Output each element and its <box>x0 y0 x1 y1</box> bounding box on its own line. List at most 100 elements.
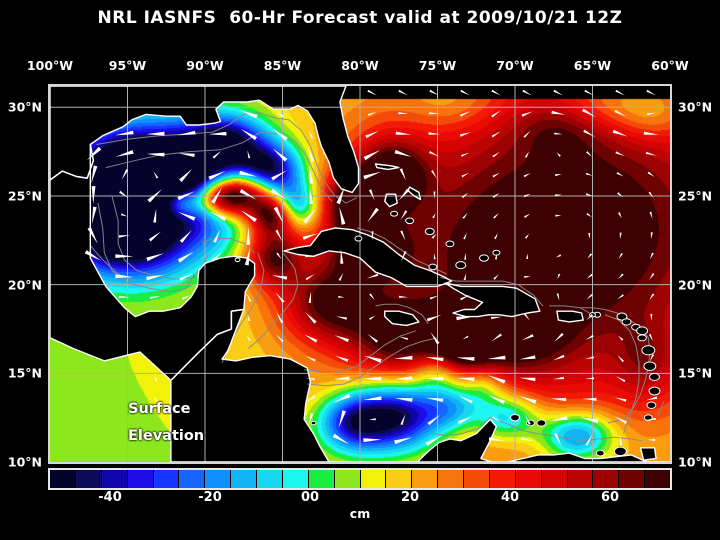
current-vector-61 <box>208 171 226 180</box>
current-vector-220 <box>456 377 475 382</box>
current-vector-15 <box>459 111 471 117</box>
lat-tick-3: 15°N <box>7 365 42 381</box>
lat-tick-2: 20°N <box>7 277 42 293</box>
current-vector-208 <box>487 355 506 360</box>
current-vector-9 <box>646 89 656 96</box>
current-vector-89 <box>523 193 531 198</box>
lon-tick-7: 65°W <box>573 58 612 73</box>
current-vector-197 <box>521 334 534 341</box>
colorbar-swatches <box>50 470 670 488</box>
current-vector-57 <box>91 165 98 184</box>
lon-tick-1: 95°W <box>108 58 147 73</box>
island-15 <box>510 413 520 422</box>
current-vector-207 <box>456 357 475 361</box>
current-vector-250 <box>646 417 657 420</box>
current-vector-71 <box>555 174 562 177</box>
current-vector-210 <box>552 354 565 361</box>
current-vector-151 <box>271 275 288 280</box>
colorbar-cell-0 <box>50 470 76 488</box>
current-vector-39 <box>86 146 102 161</box>
current-vector-66 <box>399 168 406 181</box>
current-vector-154 <box>366 273 379 279</box>
current-vector-150 <box>179 273 193 281</box>
current-vector-158 <box>557 273 561 280</box>
colorbar-cell-12 <box>360 470 387 488</box>
island-19 <box>234 257 241 263</box>
current-vector-22 <box>115 130 134 136</box>
current-vector-245 <box>491 416 501 422</box>
bathy-contour-14 <box>549 305 590 314</box>
bathy-contour-2 <box>111 195 209 280</box>
current-vector-200 <box>618 335 624 341</box>
current-vector-112 <box>649 211 653 219</box>
current-vector-240 <box>338 410 346 428</box>
current-vector-64 <box>309 165 314 184</box>
current-vector-205 <box>394 355 413 360</box>
colorbar-cell-18 <box>515 470 542 488</box>
colorbar-cell-21 <box>593 470 620 488</box>
current-vector-126 <box>524 233 530 239</box>
island-24 <box>445 240 455 248</box>
current-vector-85 <box>398 188 410 201</box>
current-vector-186 <box>586 314 594 321</box>
current-vector-212 <box>617 355 624 363</box>
colorbar-cell-3 <box>127 470 154 488</box>
map-overlays <box>50 86 670 462</box>
lat-tick-2: 20°N <box>678 277 713 293</box>
current-vector-119 <box>275 229 283 242</box>
bathy-contour-12 <box>440 277 544 307</box>
current-vector-141 <box>464 252 467 260</box>
current-vector-139 <box>401 251 407 262</box>
colorbar-cell-4 <box>153 470 180 488</box>
island-12 <box>595 449 605 457</box>
current-vector-223 <box>553 376 564 380</box>
current-vector-242 <box>400 414 406 425</box>
current-vector-101 <box>303 208 317 224</box>
colorbar-cell-13 <box>386 470 413 488</box>
map-plot-area[interactable]: Surface Elevation <box>48 84 672 464</box>
current-vector-224 <box>584 377 594 380</box>
current-vector-33 <box>491 131 501 138</box>
current-vector-235 <box>550 397 567 402</box>
current-vector-137 <box>305 255 316 258</box>
current-vector-217 <box>363 376 382 381</box>
bathy-contour-5 <box>248 252 299 349</box>
current-vector-164 <box>182 295 191 300</box>
current-vector-46 <box>308 147 315 162</box>
coastline-bahamas-eleuthera <box>407 186 422 201</box>
current-vector-191 <box>334 335 349 343</box>
current-vector-116 <box>179 230 192 243</box>
current-vector-171 <box>429 295 439 300</box>
island-10 <box>643 414 653 421</box>
latitude-axis-left: 30°N 25°N 20°N 15°N 10°N <box>0 84 46 470</box>
colorbar[interactable] <box>48 468 672 490</box>
current-vector-175 <box>617 294 624 300</box>
lon-tick-2: 90°W <box>186 58 224 73</box>
current-vector-192 <box>367 334 378 343</box>
current-vector-173 <box>556 293 560 301</box>
colorbar-tick-1: -20 <box>198 490 222 505</box>
coastline-jamaica <box>384 310 420 327</box>
current-vector-196 <box>491 333 502 342</box>
current-vector-138 <box>340 248 344 264</box>
bathy-contour-7 <box>307 337 438 387</box>
island-9 <box>646 401 657 409</box>
current-vector-32 <box>459 132 471 137</box>
current-vector-117 <box>213 229 221 243</box>
current-vector-94 <box>91 206 97 224</box>
current-vector-44 <box>247 150 251 159</box>
colorbar-cell-1 <box>75 470 102 488</box>
current-vector-174 <box>586 293 593 300</box>
current-vector-165 <box>246 292 252 302</box>
lon-tick-8: 60°W <box>651 58 689 73</box>
island-26 <box>405 217 415 225</box>
colorbar-tick-5: 60 <box>600 490 620 505</box>
current-vector-167 <box>308 291 312 303</box>
lon-tick-3: 85°W <box>263 58 302 73</box>
island-20 <box>428 263 438 271</box>
current-vector-111 <box>618 212 622 219</box>
current-vector-228 <box>333 393 351 403</box>
current-vector-29 <box>365 130 379 139</box>
current-vector-50 <box>461 152 470 157</box>
current-vector-45 <box>272 148 288 162</box>
